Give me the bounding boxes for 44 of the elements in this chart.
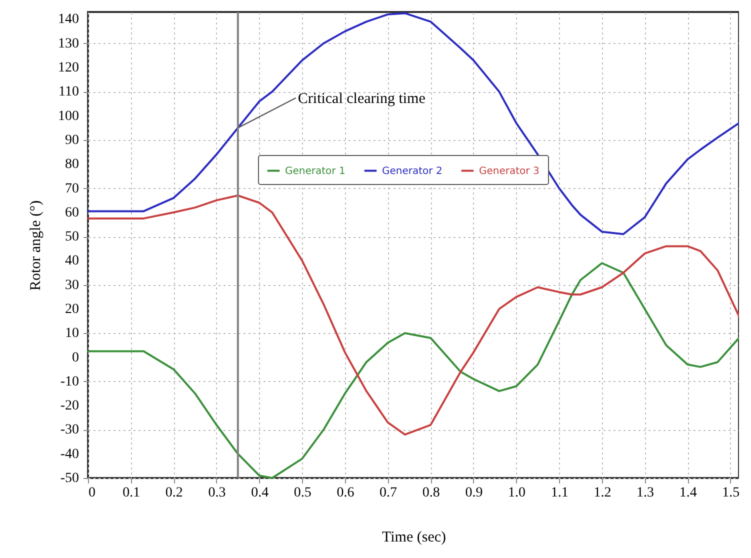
- y-tick-label: 30: [65, 278, 79, 293]
- x-tick-label: 0.3: [208, 486, 226, 500]
- x-tick-label: 1.2: [594, 486, 612, 500]
- x-tick-label: 0.1: [122, 486, 140, 500]
- x-tick-label: 0.9: [465, 486, 483, 500]
- line-series: [87, 12, 739, 236]
- y-tick-label: 50: [65, 230, 79, 245]
- x-tick-label: 1.1: [550, 486, 568, 500]
- x-tick-label: 0.8: [422, 486, 440, 500]
- y-tick-label: -50: [60, 471, 79, 486]
- legend-label: Generator 3: [479, 166, 540, 177]
- y-tick-label: 70: [65, 181, 79, 196]
- x-tick-label: 0.6: [336, 486, 354, 500]
- y-tick-label: 0: [72, 350, 79, 366]
- x-tick-label: 1.3: [636, 486, 654, 500]
- x-tick-label: 0.5: [294, 486, 312, 500]
- y-axis-title: Rotor angle (°): [28, 200, 44, 291]
- x-tick-label: 0.7: [380, 486, 398, 500]
- y-tick-label: 90: [65, 132, 79, 148]
- x-tick-label: 0.4: [251, 486, 269, 500]
- x-axis-title: Time (sec): [382, 530, 446, 546]
- y-tick-label: -10: [60, 374, 79, 390]
- y-tick-label: 80: [65, 157, 79, 172]
- x-tick-label: 0.2: [165, 486, 183, 500]
- y-tick-label: 130: [58, 36, 79, 52]
- line-series: [87, 194, 739, 436]
- y-tick-label: 60: [65, 205, 79, 220]
- legend-label: Generator 1: [285, 166, 346, 177]
- legend-label: Generator 2: [382, 166, 442, 177]
- y-tick-label: 40: [65, 254, 79, 269]
- annotation: Critical clearing time: [298, 90, 426, 107]
- y-tick-label: 20: [65, 302, 79, 317]
- y-tick-label: 120: [58, 60, 79, 76]
- y-tick-label: -30: [60, 422, 79, 438]
- y-tick-label: 110: [58, 84, 79, 100]
- x-tick-label: 1.4: [679, 486, 697, 500]
- x-tick-label: 1.5: [722, 486, 740, 500]
- y-tick-label: -40: [60, 446, 79, 462]
- y-tick-label: 10: [65, 326, 79, 342]
- y-tick-label: 140: [58, 12, 79, 28]
- y-tick-label: -20: [60, 398, 79, 414]
- x-tick-label: 0: [88, 486, 96, 500]
- y-tick-label: 100: [58, 108, 79, 124]
- x-tick-label: 1.0: [508, 486, 526, 500]
